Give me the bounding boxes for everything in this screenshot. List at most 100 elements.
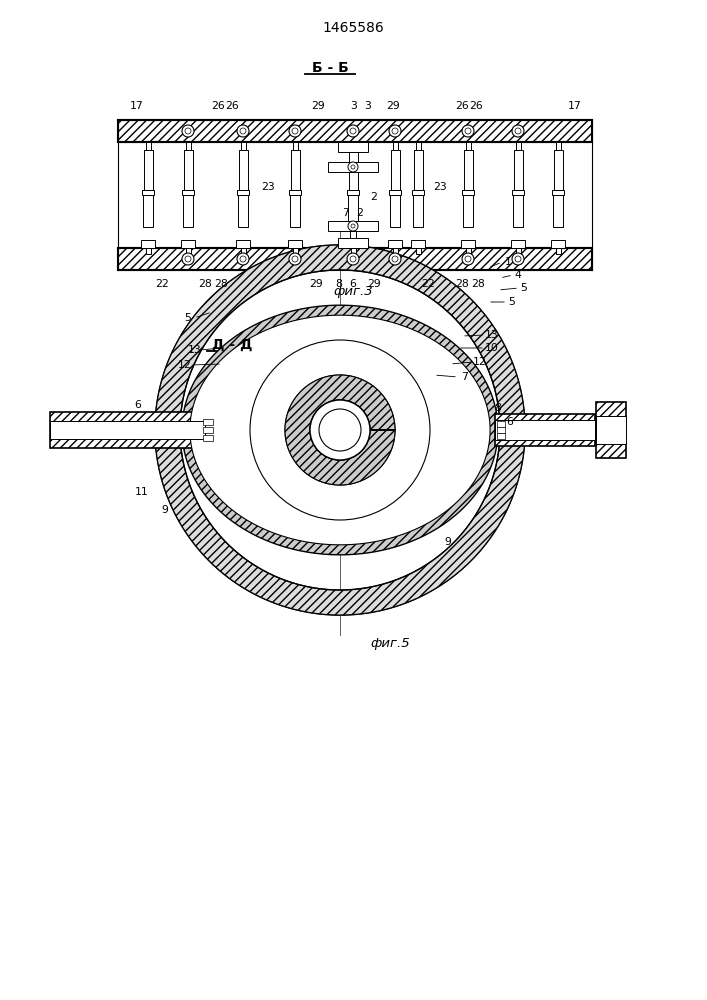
Circle shape: [182, 125, 194, 137]
Circle shape: [182, 253, 194, 265]
Bar: [515, 248, 520, 254]
Bar: [416, 248, 421, 254]
Text: 6: 6: [349, 279, 356, 289]
Bar: [143, 195, 153, 227]
Bar: [411, 240, 425, 248]
Text: 23: 23: [261, 182, 275, 192]
Bar: [389, 190, 401, 195]
Circle shape: [292, 128, 298, 134]
Circle shape: [515, 128, 521, 134]
Bar: [461, 240, 475, 248]
Text: 8: 8: [495, 403, 501, 413]
Bar: [182, 190, 194, 195]
Polygon shape: [155, 245, 525, 615]
Bar: [513, 195, 523, 227]
Text: 12: 12: [178, 360, 192, 370]
Circle shape: [462, 253, 474, 265]
Circle shape: [351, 224, 355, 228]
Bar: [388, 240, 402, 248]
Text: 3: 3: [351, 101, 358, 111]
Bar: [347, 190, 359, 195]
Circle shape: [512, 253, 524, 265]
Circle shape: [347, 125, 359, 137]
Circle shape: [310, 400, 370, 460]
Text: 17: 17: [568, 101, 582, 111]
Bar: [596, 416, 626, 444]
Bar: [497, 433, 505, 439]
Bar: [237, 190, 249, 195]
Text: 26: 26: [469, 101, 483, 111]
Text: 2: 2: [356, 208, 363, 218]
Circle shape: [515, 256, 521, 262]
Bar: [497, 427, 505, 433]
Circle shape: [237, 253, 249, 265]
Circle shape: [292, 256, 298, 262]
Text: фиг.3: фиг.3: [333, 286, 373, 298]
Bar: [346, 240, 360, 248]
Bar: [183, 195, 193, 227]
Bar: [197, 402, 217, 458]
Circle shape: [389, 125, 401, 137]
Bar: [50, 412, 205, 448]
Bar: [338, 142, 368, 152]
Bar: [289, 190, 301, 195]
Text: 28: 28: [198, 279, 212, 289]
Circle shape: [512, 125, 524, 137]
Bar: [513, 150, 522, 190]
Bar: [146, 248, 151, 254]
Text: 2: 2: [370, 192, 378, 202]
Circle shape: [240, 256, 246, 262]
Bar: [118, 120, 592, 142]
Bar: [184, 150, 192, 190]
Text: 22: 22: [421, 279, 435, 289]
Bar: [293, 248, 298, 254]
Bar: [551, 240, 565, 248]
Bar: [185, 142, 190, 150]
Bar: [185, 248, 190, 254]
Bar: [552, 190, 564, 195]
Text: 9: 9: [162, 505, 168, 515]
Text: фиг.5: фиг.5: [370, 637, 410, 650]
Circle shape: [250, 340, 430, 520]
Text: 13: 13: [485, 330, 499, 340]
Polygon shape: [285, 375, 395, 485]
Polygon shape: [190, 315, 490, 545]
Circle shape: [348, 162, 358, 172]
Text: 23: 23: [433, 182, 447, 192]
Bar: [349, 150, 358, 190]
Bar: [464, 150, 472, 190]
Bar: [390, 150, 399, 190]
Bar: [515, 142, 520, 150]
Circle shape: [465, 128, 471, 134]
Bar: [412, 190, 424, 195]
Circle shape: [310, 400, 370, 460]
Circle shape: [348, 221, 358, 231]
Bar: [328, 221, 378, 231]
Circle shape: [392, 128, 398, 134]
Bar: [288, 240, 302, 248]
Bar: [392, 142, 397, 150]
Bar: [236, 240, 250, 248]
Bar: [390, 195, 400, 227]
Bar: [238, 150, 247, 190]
Circle shape: [237, 125, 249, 137]
Bar: [416, 142, 421, 150]
Bar: [181, 240, 195, 248]
Text: 17: 17: [130, 101, 144, 111]
Text: 9: 9: [445, 537, 452, 547]
Bar: [554, 150, 563, 190]
Text: 5: 5: [520, 283, 527, 293]
Text: 26: 26: [455, 101, 469, 111]
Circle shape: [289, 125, 301, 137]
Bar: [203, 419, 213, 425]
Circle shape: [389, 253, 401, 265]
Bar: [465, 142, 470, 150]
Circle shape: [465, 256, 471, 262]
Bar: [392, 248, 397, 254]
Text: 6: 6: [134, 400, 141, 410]
Text: 13: 13: [188, 345, 202, 355]
Bar: [462, 190, 474, 195]
Bar: [293, 142, 298, 150]
Text: Д - Д: Д - Д: [212, 338, 252, 352]
Bar: [495, 420, 595, 440]
